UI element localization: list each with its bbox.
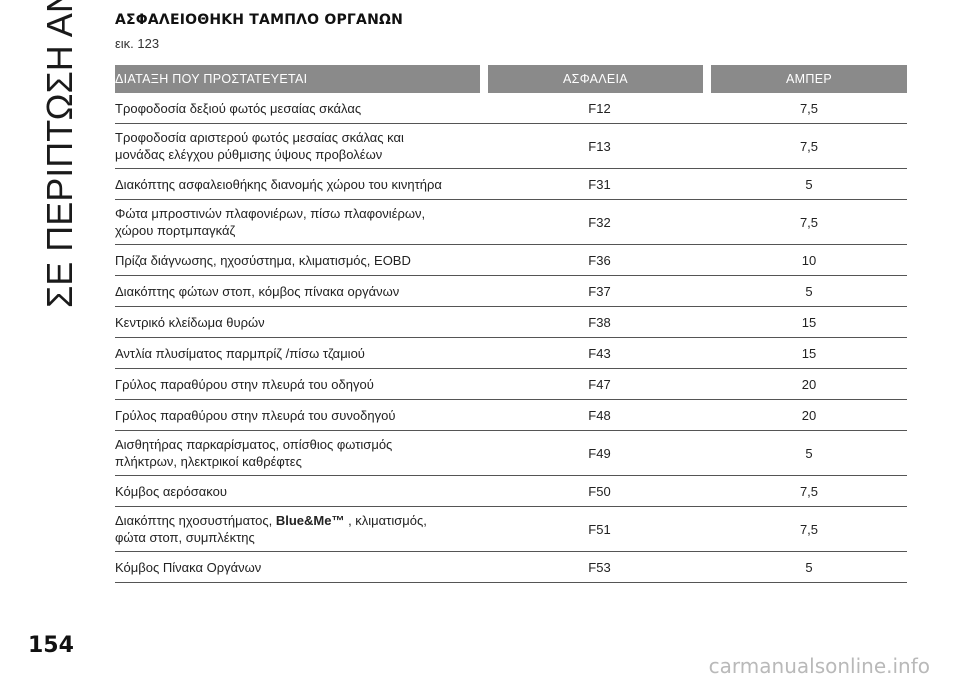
row-ampere: 10 — [711, 244, 907, 276]
side-section-title-text: ΣΕ ΠΕΡΙΠΤΩΣΗ ΑΝΑΓΚΗΣ — [39, 0, 80, 308]
row-ampere: 5 — [711, 168, 907, 200]
page-number: 154 — [28, 633, 74, 658]
table-row: Γρύλος παραθύρου στην πλευρά του οδηγού … — [115, 368, 907, 400]
row-fuse: F31 — [488, 168, 711, 200]
side-section-title: ΣΕ ΠΕΡΙΠΤΩΣΗ ΑΝΑΓΚΗΣ — [28, 0, 88, 308]
table-row: Διακόπτης ασφαλειοθήκης διανομής χώρου τ… — [115, 168, 907, 200]
row-ampere: 5 — [711, 430, 907, 476]
row-description: Διακόπτης ασφαλειοθήκης διανομής χώρου τ… — [115, 168, 488, 200]
row-ampere: 15 — [711, 337, 907, 369]
row-description: Αντλία πλυσίματος παρμπρίζ /πίσω τζαμιού — [115, 337, 488, 369]
row-fuse: F53 — [488, 551, 711, 583]
table-row: Τροφοδοσία αριστερού φωτός μεσαίας σκάλα… — [115, 123, 907, 169]
row-description: Τροφοδοσία δεξιού φωτός μεσαίας σκάλας — [115, 93, 488, 124]
table-row: Πρίζα διάγνωσης, ηχοσύστημα, κλιματισμός… — [115, 244, 907, 276]
header-protected-device: ΔΙΑΤΑΞΗ ΠΟΥ ΠΡΟΣΤΑΤΕΥΕΤΑΙ — [115, 65, 480, 93]
table-row: Διακόπτης ηχοσυστήματος, Blue&Me™ , κλιμ… — [115, 506, 907, 552]
row-ampere: 7,5 — [711, 93, 907, 124]
row-fuse: F36 — [488, 244, 711, 276]
header-ampere: ΑΜΠΕΡ — [711, 65, 907, 93]
row-ampere: 20 — [711, 368, 907, 400]
brand-name: Blue&Me™ — [275, 513, 345, 528]
row-fuse: F12 — [488, 93, 711, 124]
row-ampere: 7,5 — [711, 199, 907, 245]
row-description: Τροφοδοσία αριστερού φωτός μεσαίας σκάλα… — [115, 123, 488, 169]
row-fuse: F47 — [488, 368, 711, 400]
row-description: Κεντρικό κλείδωμα θυρών — [115, 306, 488, 338]
row-fuse: F43 — [488, 337, 711, 369]
table-row: Φώτα μπροστινών πλαφονιέρων, πίσω πλαφον… — [115, 199, 907, 245]
row-fuse: F48 — [488, 399, 711, 431]
row-ampere: 7,5 — [711, 123, 907, 169]
section-heading: ΑΣΦΑΛΕΙΟΘΗΚΗ ΤΑΜΠΛΟ ΟΡΓΑΝΩΝ — [115, 12, 403, 28]
row-ampere: 7,5 — [711, 506, 907, 552]
row-fuse: F49 — [488, 430, 711, 476]
row-ampere: 15 — [711, 306, 907, 338]
table-row: Κεντρικό κλείδωμα θυρών F38 15 — [115, 306, 907, 338]
table-row: Αισθητήρας παρκαρίσματος, οπίσθιος φωτισ… — [115, 430, 907, 476]
fuse-table: ΔΙΑΤΑΞΗ ΠΟΥ ΠΡΟΣΤΑΤΕΥΕΤΑΙ ΑΣΦΑΛΕΙΑ ΑΜΠΕΡ… — [115, 65, 907, 583]
row-description: Κόμβος αερόσακου — [115, 475, 488, 507]
table-row: Γρύλος παραθύρου στην πλευρά του συνοδηγ… — [115, 399, 907, 431]
row-description: Πρίζα διάγνωσης, ηχοσύστημα, κλιματισμός… — [115, 244, 488, 276]
row-fuse: F32 — [488, 199, 711, 245]
row-fuse: F38 — [488, 306, 711, 338]
row-description: Διακόπτης φώτων στοπ, κόμβος πίνακα οργά… — [115, 275, 488, 307]
table-row: Αντλία πλυσίματος παρμπρίζ /πίσω τζαμιού… — [115, 337, 907, 369]
watermark: carmanualsonline.info — [708, 654, 930, 678]
table-row: Τροφοδοσία δεξιού φωτός μεσαίας σκάλας F… — [115, 93, 907, 124]
row-fuse: F51 — [488, 506, 711, 552]
row-description: Γρύλος παραθύρου στην πλευρά του οδηγού — [115, 368, 488, 400]
row-fuse: F37 — [488, 275, 711, 307]
row-fuse: F50 — [488, 475, 711, 507]
row-description: Αισθητήρας παρκαρίσματος, οπίσθιος φωτισ… — [115, 430, 488, 476]
header-fuse: ΑΣΦΑΛΕΙΑ — [488, 65, 703, 93]
table-row: Κόμβος αερόσακου F50 7,5 — [115, 475, 907, 507]
page-content: ΑΣΦΑΛΕΙΟΘΗΚΗ ΤΑΜΠΛΟ ΟΡΓΑΝΩΝ εικ. 123 ΔΙΑ… — [115, 12, 907, 583]
table-row: Κόμβος Πίνακα Οργάνων F53 5 — [115, 551, 907, 583]
row-description: Κόμβος Πίνακα Οργάνων — [115, 551, 488, 583]
row-ampere: 20 — [711, 399, 907, 431]
figure-reference: εικ. 123 — [115, 36, 160, 51]
row-ampere: 7,5 — [711, 475, 907, 507]
table-row: Διακόπτης φώτων στοπ, κόμβος πίνακα οργά… — [115, 275, 907, 307]
row-description: Διακόπτης ηχοσυστήματος, Blue&Me™ , κλιμ… — [115, 506, 488, 552]
table-header-row: ΔΙΑΤΑΞΗ ΠΟΥ ΠΡΟΣΤΑΤΕΥΕΤΑΙ ΑΣΦΑΛΕΙΑ ΑΜΠΕΡ — [115, 65, 907, 93]
row-description: Γρύλος παραθύρου στην πλευρά του συνοδηγ… — [115, 399, 488, 431]
row-fuse: F13 — [488, 123, 711, 169]
row-ampere: 5 — [711, 275, 907, 307]
row-ampere: 5 — [711, 551, 907, 583]
row-description: Φώτα μπροστινών πλαφονιέρων, πίσω πλαφον… — [115, 199, 488, 245]
